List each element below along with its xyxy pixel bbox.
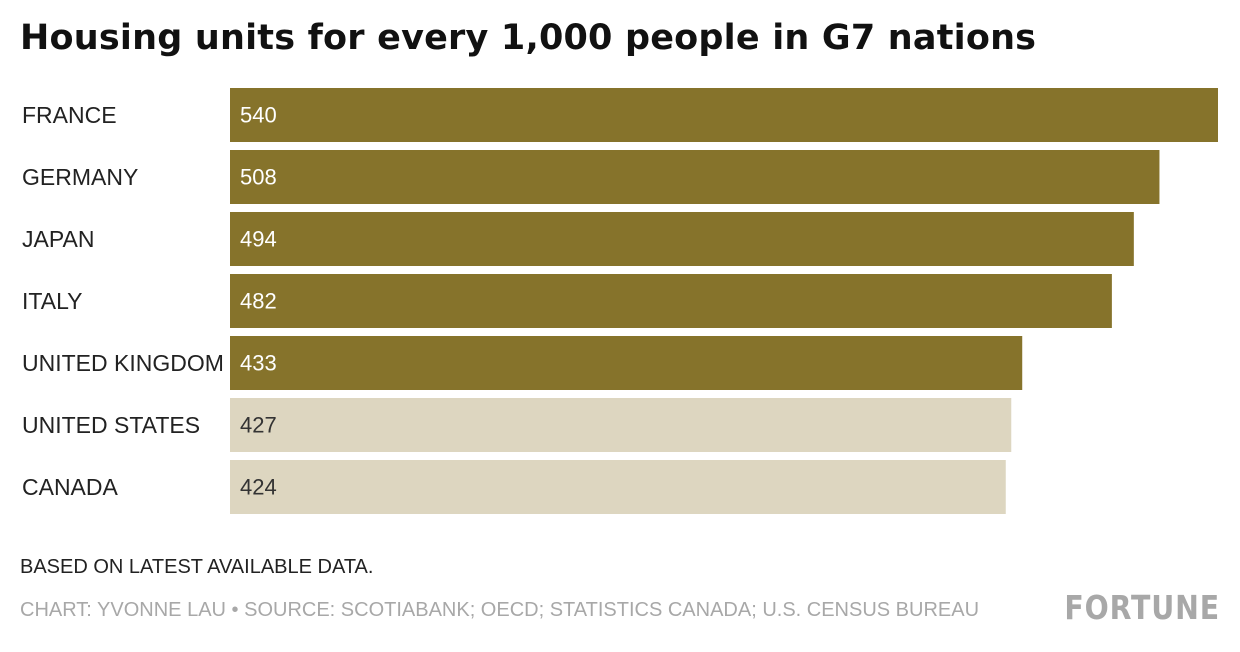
category-label: CANADA: [22, 474, 119, 500]
category-label: GERMANY: [22, 164, 138, 190]
bar: [230, 212, 1134, 266]
chart-source: CHART: YVONNE LAU • SOURCE: SCOTIABANK; …: [20, 599, 980, 621]
bar-value-label: 433: [240, 351, 277, 376]
bar-value-label: 508: [240, 165, 277, 190]
category-label: UNITED STATES: [22, 412, 200, 438]
chart-note: BASED ON LATEST AVAILABLE DATA.: [20, 556, 374, 578]
bar: [230, 460, 1006, 514]
bar-value-label: 482: [240, 289, 277, 314]
category-label: JAPAN: [22, 226, 94, 252]
bar: [230, 336, 1023, 390]
bar-chart: FRANCE 540 GERMANY 508 JAPAN 494 ITALY 482 UNITE…: [22, 88, 1218, 514]
category-label: FRANCE: [22, 102, 117, 128]
bar-value-label: 494: [240, 227, 277, 252]
bar: [230, 274, 1112, 328]
chart-title: Housing units for every 1,000 people in …: [20, 18, 1037, 58]
bar-value-label: 540: [240, 103, 277, 128]
category-label: UNITED KINGDOM: [22, 350, 224, 376]
bar: [230, 88, 1218, 142]
category-label: ITALY: [22, 288, 83, 314]
bar-value-label: 427: [240, 413, 277, 438]
bar: [230, 398, 1012, 452]
fortune-logo: FORTUNE: [1064, 588, 1220, 627]
bar: [230, 150, 1160, 204]
bar-value-label: 424: [240, 475, 277, 500]
